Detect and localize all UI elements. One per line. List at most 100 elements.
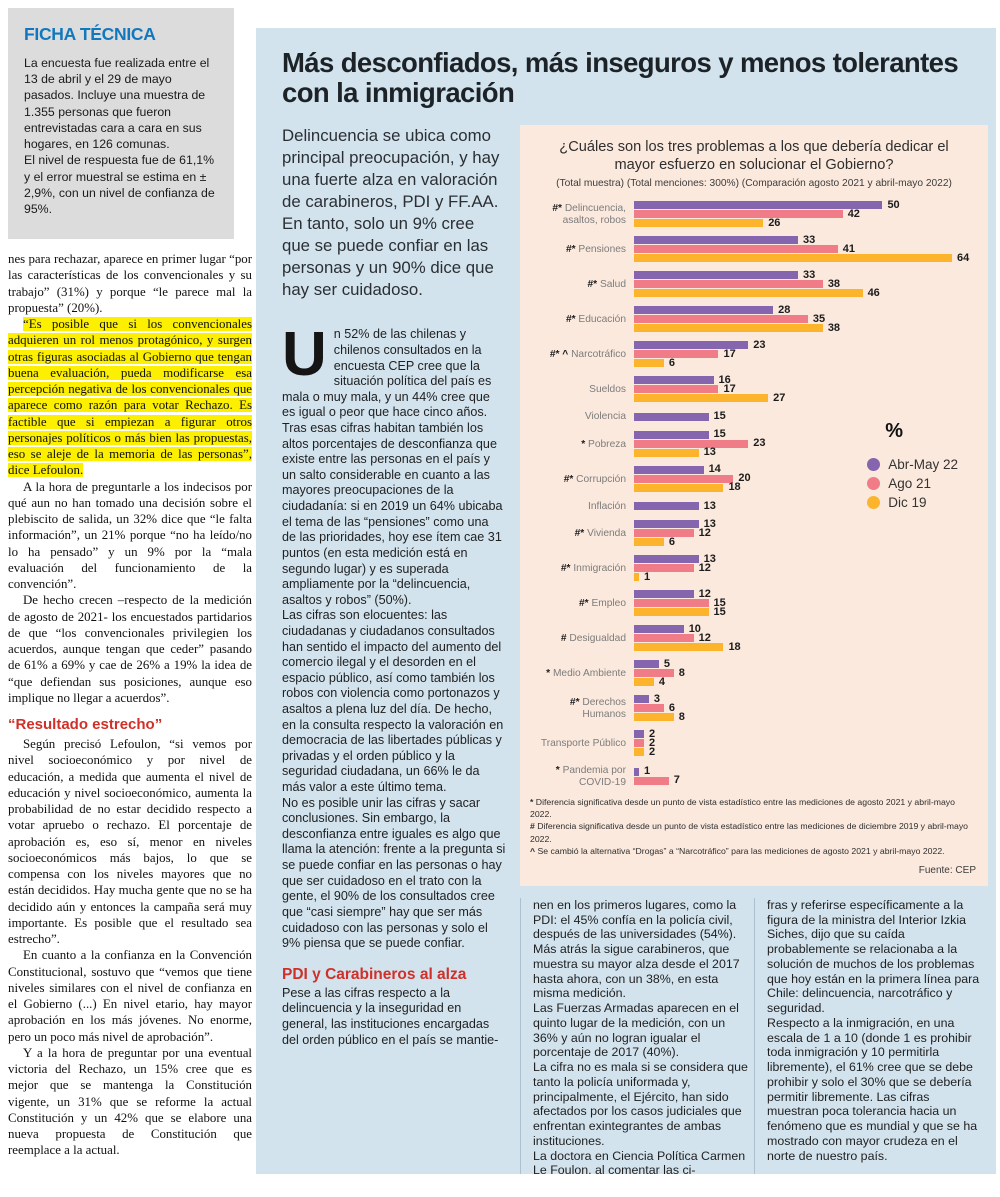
category-label: #* Corrupción xyxy=(563,473,626,485)
category-bars: 23 17 6 xyxy=(634,338,978,369)
highlighted-quote: “Es posible que si los convencionales ad… xyxy=(8,317,252,478)
category-label: #* Delincuencia, asaltos, robos xyxy=(552,203,626,226)
bar-abr-may-22 xyxy=(634,625,684,634)
bar-value: 6 xyxy=(668,701,675,714)
bar-dic-19 xyxy=(634,254,952,263)
bar-value: 3 xyxy=(653,692,661,705)
bar-abr-may-22 xyxy=(634,465,704,474)
category-label: Transporte Público xyxy=(540,738,626,749)
bar-value: 20 xyxy=(738,472,751,485)
category-bars: 28 35 38 xyxy=(634,304,978,333)
bar-abr-may-22 xyxy=(634,555,699,564)
chart-subtitle: (Total muestra) (Total menciones: 300%) … xyxy=(556,178,952,190)
section-subhead: PDI y Carabineros al alza xyxy=(282,965,467,983)
chart-category-row: #* Empleo 12 15 15 xyxy=(530,588,978,618)
bar-line: 41 xyxy=(634,242,952,255)
bar-abr-may-22 xyxy=(634,767,639,776)
bar-value: 6 xyxy=(668,356,675,369)
bottom-column-2: fras y referirse específicamente a la fi… xyxy=(754,897,988,1174)
bar-dic-19 xyxy=(634,483,724,492)
chart-title: ¿Cuáles son los tres problemas a los que… xyxy=(559,139,949,173)
bar-line: 12 xyxy=(634,588,952,599)
bar-ago-21 xyxy=(634,776,669,785)
bar-line: 38 xyxy=(634,277,952,290)
paragraph: La cifra no es mala si se considera que … xyxy=(533,1060,748,1148)
paragraph: De hecho crecen –respecto de la medición… xyxy=(8,593,252,705)
chart-footnote: * Diferencia significativa desde un punt… xyxy=(530,797,955,820)
bar-value: 1 xyxy=(643,765,651,778)
bar-dic-19 xyxy=(634,678,654,687)
legend-item: Abr-May 22 xyxy=(867,457,958,472)
category-bars: 16 17 27 xyxy=(634,374,978,403)
bar-value: 41 xyxy=(842,242,855,255)
paragraph: A la hora de preguntarle a los indecisos… xyxy=(8,479,252,592)
bar-line: 33 xyxy=(634,234,952,245)
bar-abr-may-22 xyxy=(634,502,699,510)
bar-line: 23 xyxy=(634,438,952,449)
bar-line: 16 xyxy=(634,374,952,385)
legend-label: Abr-May 22 xyxy=(888,457,958,473)
legend-label: Ago 21 xyxy=(888,476,932,492)
legend-color-dot xyxy=(867,477,881,491)
bar-value: 8 xyxy=(678,710,685,723)
bar-value: 64 xyxy=(957,251,970,264)
feature-content-row: Delincuencia se ubica como principal pre… xyxy=(282,125,988,1174)
bar-abr-may-22 xyxy=(634,660,659,669)
category-label: #* Derechos Humanos xyxy=(569,697,626,720)
bar-abr-may-22 xyxy=(634,520,699,529)
bar-abr-may-22 xyxy=(634,236,798,245)
bar-value: 26 xyxy=(768,216,781,229)
bar-ago-21 xyxy=(634,385,719,394)
paragraph: La doctora en Ciencia Política Carmen Le… xyxy=(533,1148,746,1174)
bar-ago-21 xyxy=(634,280,823,289)
paragraph: Las cifras son elocuentes: las ciudadana… xyxy=(282,608,504,795)
bar-line: 12 xyxy=(634,632,952,643)
bar-line: 13 xyxy=(634,553,952,564)
paragraph: “Es posible que si los convencionales ad… xyxy=(8,316,252,479)
category-label: * Pandemia por COVID-19 xyxy=(555,765,626,788)
significance-marker: #* xyxy=(578,598,592,609)
bar-ago-21 xyxy=(634,315,808,324)
bar-value: 15 xyxy=(713,596,726,609)
significance-marker: # xyxy=(560,633,570,644)
chart-category-row: Violencia 15 xyxy=(530,411,978,423)
significance-marker: #* xyxy=(552,203,565,215)
bar-dic-19 xyxy=(634,289,863,298)
bar-abr-may-22 xyxy=(634,412,709,421)
bar-dic-19 xyxy=(634,608,709,617)
bar-value: 2 xyxy=(648,727,656,740)
legend-percent-label: % xyxy=(885,420,904,443)
bar-line: 6 xyxy=(634,701,952,714)
chart-category-row: #* Inmigración 13 12 1 xyxy=(530,553,978,582)
bar-value: 8 xyxy=(678,666,685,679)
bar-line: 27 xyxy=(634,392,952,403)
bar-line: 20 xyxy=(634,472,952,485)
bar-abr-may-22 xyxy=(634,430,709,439)
bar-line: 2 xyxy=(634,737,952,748)
bar-line: 1 xyxy=(634,765,952,778)
bar-value: 7 xyxy=(673,774,680,787)
paragraph: La encuesta fue realizada entre el 13 de… xyxy=(24,56,210,152)
chart-category-row: # Desigualdad 10 12 18 xyxy=(530,623,978,652)
bar-value: 15 xyxy=(713,605,726,618)
bar-value: 38 xyxy=(827,277,841,290)
bar-value: 2 xyxy=(648,745,656,758)
bar-line: 18 xyxy=(634,482,952,493)
category-label: #* ^ Narcotráfico xyxy=(549,349,626,361)
chart-category-row: #* Corrupción 14 20 18 xyxy=(530,464,978,493)
significance-marker: * xyxy=(555,765,563,777)
bar-value: 42 xyxy=(847,207,860,220)
bar-value: 23 xyxy=(753,338,766,351)
paragraph: En cuanto a la confianza en la Convenció… xyxy=(8,948,252,1044)
category-bars: 13 xyxy=(634,500,978,511)
bottom-column-1: nen en los primeros lugares, como la PDI… xyxy=(520,897,754,1174)
bar-line: 28 xyxy=(634,304,952,315)
category-bars: 10 12 18 xyxy=(634,623,978,652)
paragraph: Y a la hora de preguntar por una eventua… xyxy=(8,1045,252,1158)
bar-line: 26 xyxy=(634,216,952,229)
bar-value: 5 xyxy=(663,657,670,670)
bar-line: 18 xyxy=(634,641,952,652)
